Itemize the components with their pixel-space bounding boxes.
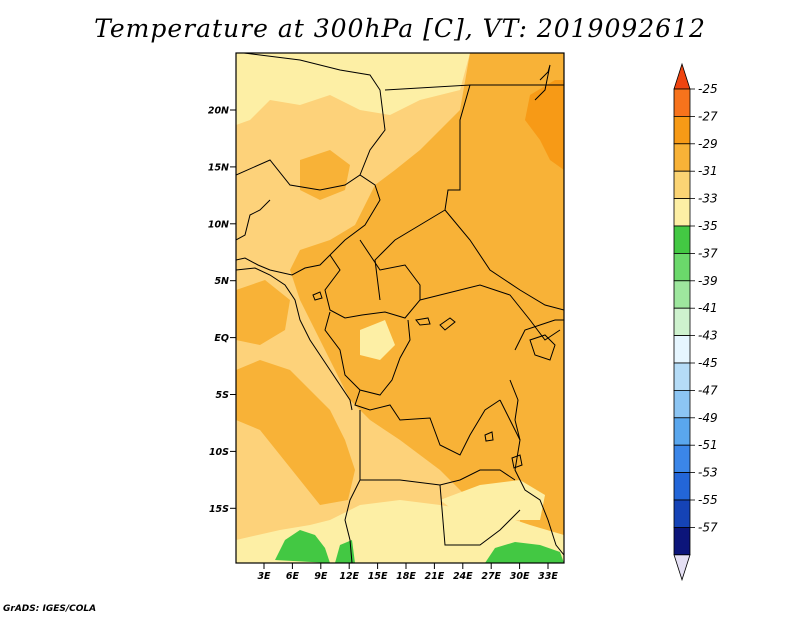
- lon-label: 9E: [314, 571, 328, 582]
- colorbar-label: -29: [698, 137, 718, 151]
- lon-label: 30E: [510, 571, 530, 582]
- lon-label: 21E: [425, 571, 445, 582]
- colorbar-segment: [673, 362, 691, 391]
- colorbar-segment: [673, 499, 691, 528]
- lon-label: 12E: [339, 571, 359, 582]
- lat-label: 10S: [209, 447, 229, 458]
- lat-label: 15S: [209, 504, 229, 515]
- colorbar-label: -49: [698, 411, 718, 425]
- colorbar-segment: [673, 472, 691, 501]
- lat-label: 10N: [208, 219, 229, 230]
- grads-credit: GrADS: IGES/COLA: [3, 604, 97, 614]
- colorbar-label: -53: [698, 466, 718, 480]
- colorbar-segment: [673, 527, 691, 556]
- colorbar-segment: [673, 252, 691, 282]
- longitude-axis: 3E 6E 9E 12E 15E 18E 21E 24E 27E 30E 33E: [257, 563, 558, 582]
- map-frame: [235, 52, 565, 564]
- colorbar-label: -25: [698, 82, 718, 96]
- temperature-field: [236, 53, 564, 563]
- lat-label: EQ: [214, 333, 229, 344]
- lat-label: 5S: [216, 390, 230, 401]
- lat-label: 20N: [208, 106, 229, 117]
- colorbar-top-arrow: [673, 62, 691, 90]
- colorbar-label: -41: [698, 301, 718, 315]
- colorbar-segment: [673, 280, 691, 309]
- colorbar-segment: [673, 417, 691, 446]
- colorbar: -25 -27 -29 -31 -33 -35 -37 -39 -41 -43 -45 -47 -49 -…: [673, 62, 718, 582]
- colorbar-segment: [673, 444, 691, 474]
- colorbar-segment: [673, 389, 691, 419]
- colorbar-segment: [673, 307, 691, 337]
- colorbar-label: -31: [698, 164, 718, 178]
- colorbar-segment: [673, 335, 691, 364]
- lat-label: 5N: [214, 276, 229, 287]
- latitude-axis: 20N 15N 10N 5N EQ 5S 10S 15S: [208, 106, 236, 515]
- colorbar-label: -45: [698, 356, 718, 370]
- colorbar-label: -43: [698, 329, 718, 343]
- colorbar-label: -55: [698, 493, 718, 507]
- colorbar-segment: [673, 225, 691, 254]
- country-borders: [236, 53, 564, 563]
- colorbar-label: -33: [698, 192, 718, 206]
- colorbar-segment: [673, 170, 691, 199]
- colorbar-label: -51: [698, 438, 718, 452]
- colorbar-segment: [673, 143, 691, 172]
- lon-label: 15E: [368, 571, 388, 582]
- lon-label: 27E: [481, 571, 501, 582]
- lon-label: 33E: [538, 571, 558, 582]
- colorbar-label: -47: [698, 383, 718, 397]
- map-title: Temperature at 300hPa [C], VT: 201909261…: [94, 14, 706, 43]
- lon-label: 6E: [286, 571, 300, 582]
- colorbar-label: -39: [698, 274, 718, 288]
- lon-label: 18E: [396, 571, 416, 582]
- colorbar-segment: [673, 116, 691, 145]
- lon-label: 3E: [257, 571, 271, 582]
- colorbar-segment: [673, 88, 691, 117]
- colorbar-bottom-arrow: [673, 554, 691, 582]
- lat-label: 15N: [208, 162, 229, 173]
- lon-label: 24E: [453, 571, 473, 582]
- colorbar-label: -27: [698, 109, 718, 123]
- colorbar-segment: [673, 198, 691, 227]
- colorbar-label: -57: [698, 520, 718, 534]
- colorbar-label: -37: [698, 246, 718, 260]
- colorbar-label: -35: [698, 219, 718, 233]
